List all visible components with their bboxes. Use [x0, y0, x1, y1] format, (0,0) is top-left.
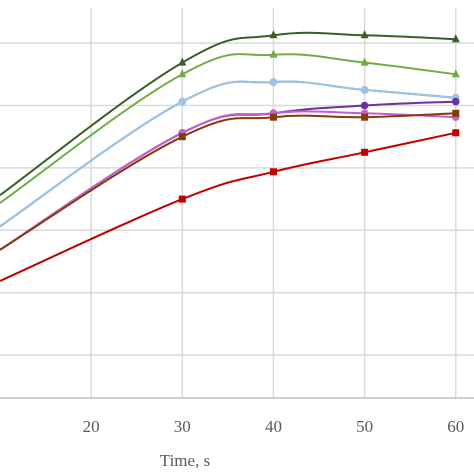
data-point-marker	[451, 69, 460, 78]
data-point-marker	[452, 129, 460, 137]
data-point-marker	[269, 30, 278, 39]
series-line	[0, 53, 456, 204]
data-point-marker	[269, 168, 277, 176]
data-point-marker	[178, 57, 187, 66]
data-point-marker	[178, 195, 186, 203]
data-point-marker	[360, 30, 369, 39]
series-8	[0, 129, 460, 282]
x-tick-labels: 20 30 40 50 60	[83, 417, 465, 436]
series-line	[0, 131, 456, 282]
data-point-marker	[178, 133, 186, 141]
x-tick-label: 40	[265, 417, 282, 436]
series-7	[0, 109, 460, 251]
data-point-marker	[451, 34, 460, 43]
x-tick-label: 30	[174, 417, 191, 436]
x-tick-label: 60	[447, 417, 464, 436]
series-1	[0, 30, 460, 197]
x-axis-title: Time, s	[160, 451, 210, 470]
data-point-marker	[178, 97, 187, 106]
x-tick-label: 20	[83, 417, 100, 436]
data-point-marker	[269, 113, 277, 121]
series-line	[0, 31, 456, 197]
series-2	[0, 49, 460, 204]
data-point-marker	[361, 113, 369, 121]
series-5	[0, 97, 460, 251]
x-tick-label: 50	[356, 417, 373, 436]
data-point-marker	[269, 49, 278, 58]
data-point-marker	[269, 78, 278, 86]
data-point-marker	[451, 97, 460, 106]
data-point-marker	[360, 101, 369, 110]
data-point-marker	[178, 69, 187, 78]
data-point-marker	[360, 57, 369, 66]
series-line	[0, 112, 456, 251]
series-line	[0, 80, 456, 228]
series-6	[0, 109, 460, 251]
data-point-marker	[452, 109, 460, 117]
series-4	[0, 78, 460, 228]
data-point-marker	[361, 148, 369, 156]
data-point-marker	[360, 86, 369, 94]
series-line	[0, 100, 456, 251]
series-layer	[0, 30, 460, 282]
series-line	[0, 110, 456, 251]
